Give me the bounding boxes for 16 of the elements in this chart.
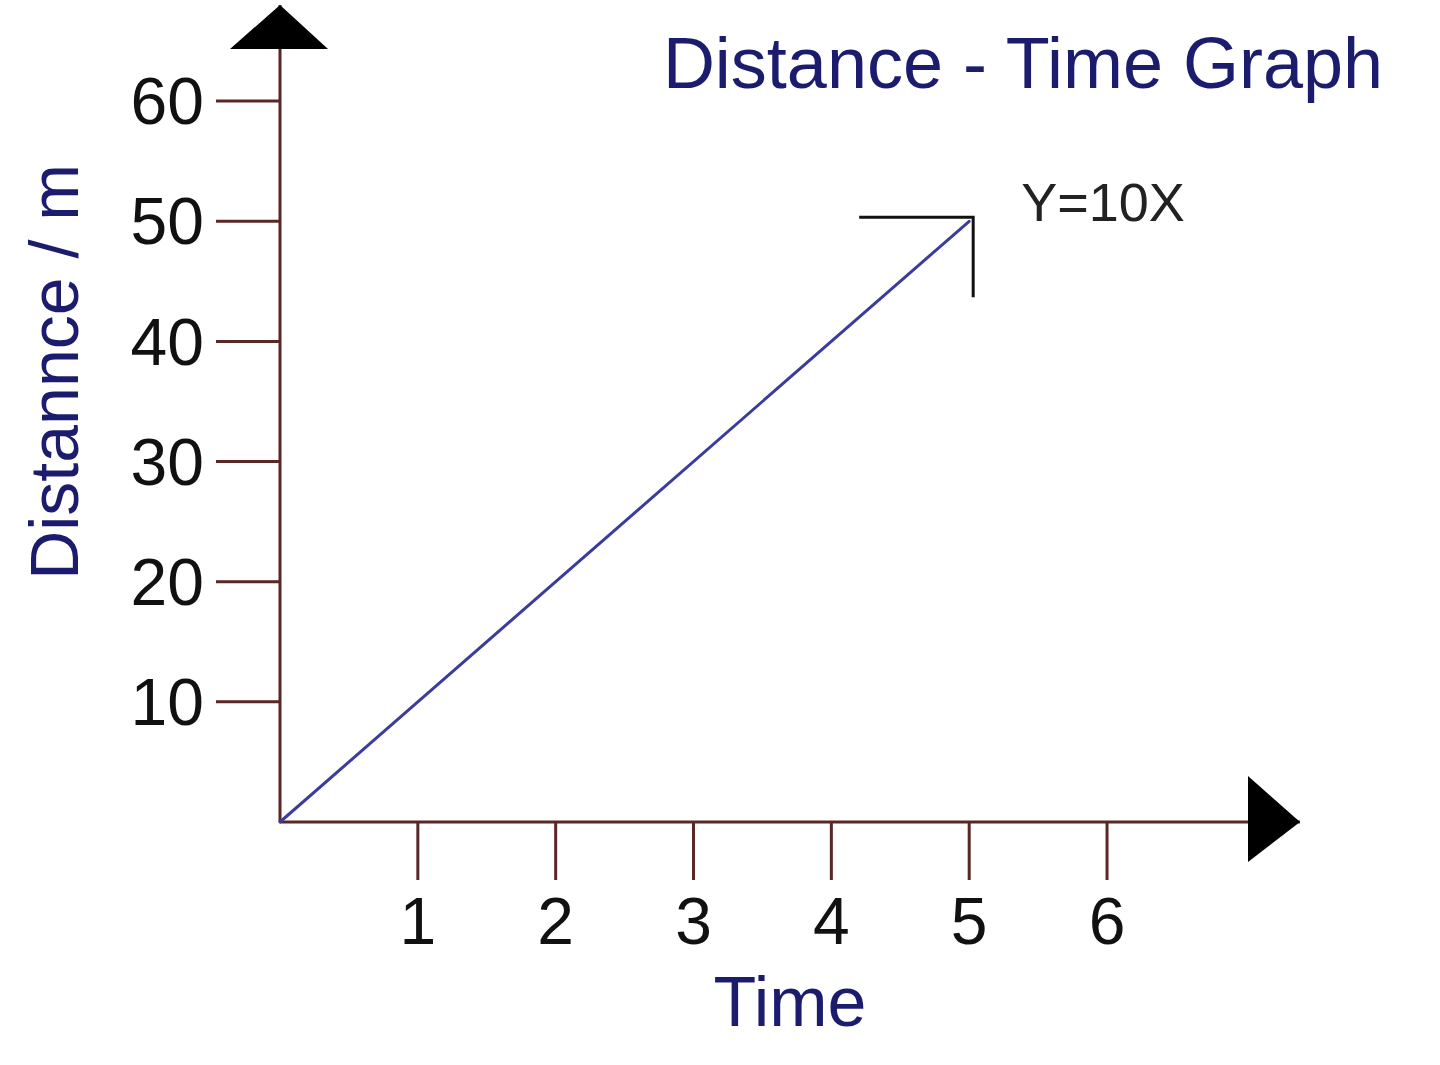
x-tick-label: 4 (812, 884, 850, 958)
y-tick-label: 50 (130, 184, 204, 259)
annotation: Y=10X (1021, 172, 1185, 233)
x-tick-label: 6 (1088, 884, 1126, 958)
y-tick-label: 40 (130, 304, 204, 379)
x-tick-label: 5 (950, 884, 988, 958)
x-tick-label: 2 (537, 884, 575, 958)
x-tick-label: 3 (675, 884, 712, 958)
y-tick-label: 10 (130, 664, 204, 739)
x-tick-label: 1 (399, 884, 437, 958)
x-axis-title: Time (713, 963, 867, 1041)
chart-title: Distance - Time Graph (662, 23, 1384, 103)
y-tick-label: 20 (130, 544, 204, 619)
y-tick-label: 30 (130, 424, 204, 499)
y-tick-label: 60 (130, 64, 204, 139)
y-axis-title: Distannce / m (16, 164, 92, 580)
